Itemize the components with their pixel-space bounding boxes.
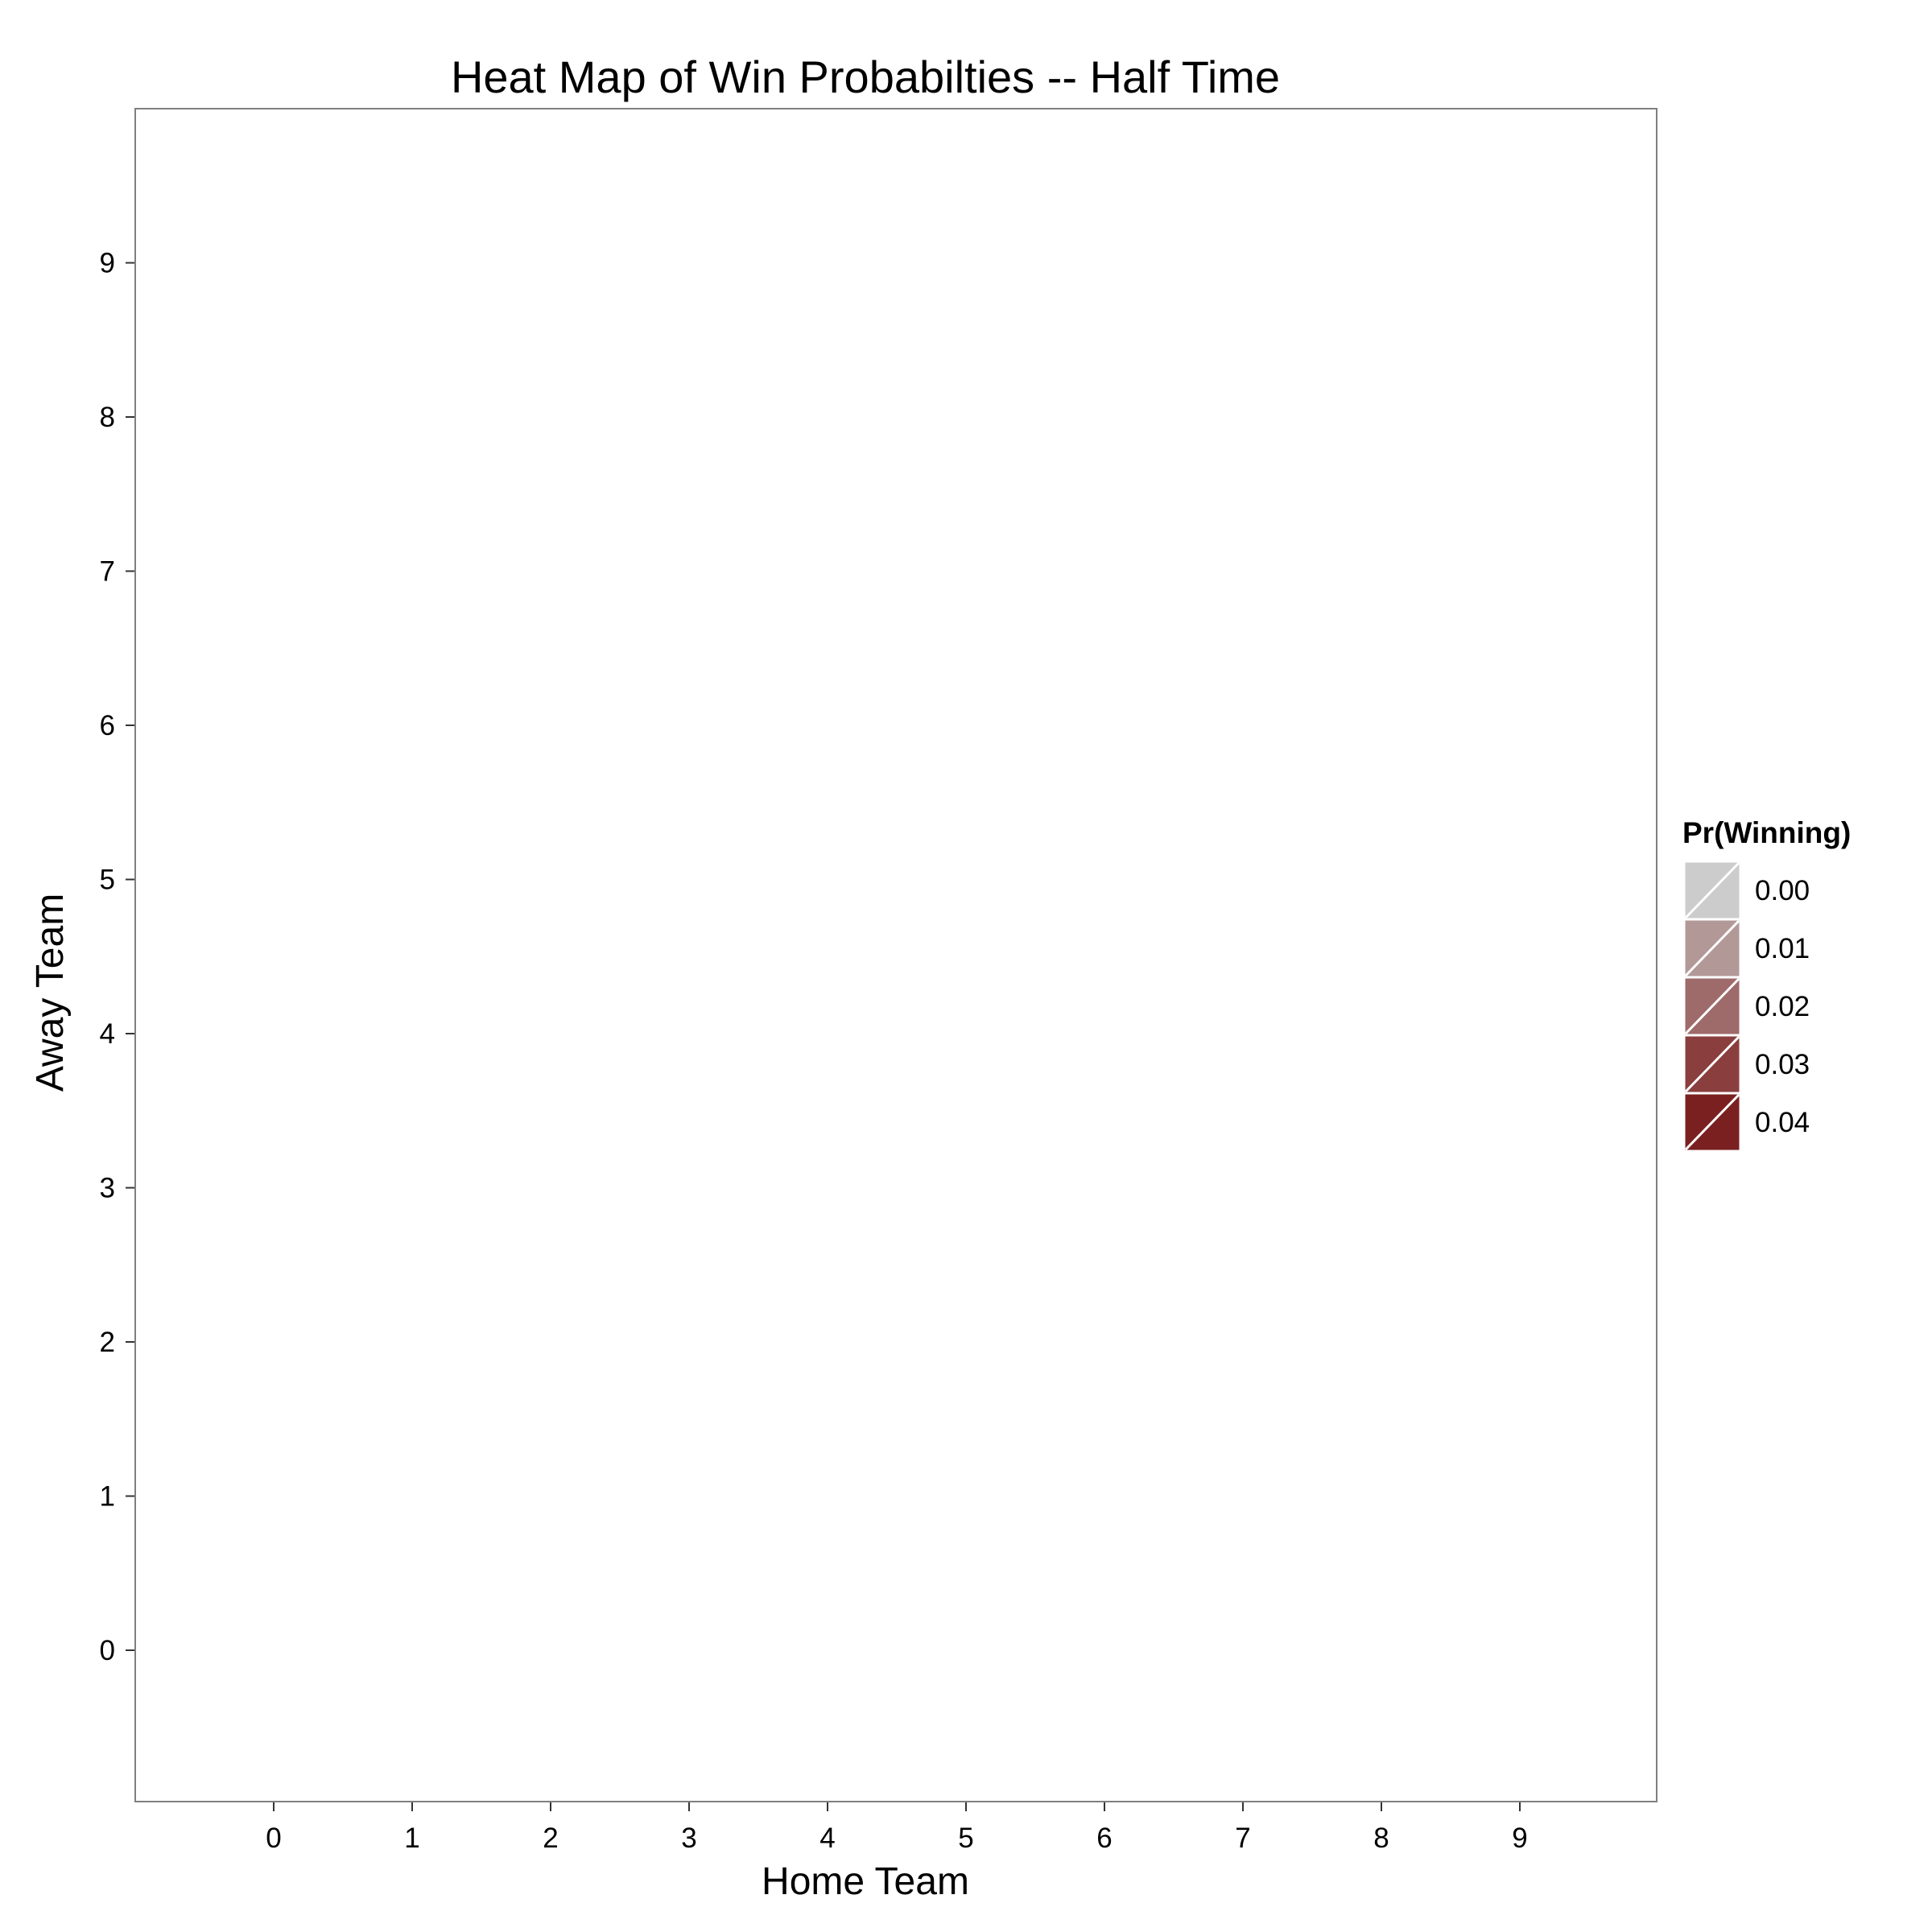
y-tick-label: 9 <box>100 248 115 279</box>
x-tick-label: 2 <box>543 1823 558 1854</box>
legend-key-slash <box>1684 919 1740 977</box>
y-tick-label: 2 <box>100 1327 115 1358</box>
chart-title: Heat Map of Win Probabilties -- Half Tim… <box>451 52 1280 102</box>
panel-background <box>135 109 1657 1802</box>
y-tick-label: 8 <box>100 402 115 433</box>
legend-key-slash <box>1684 1093 1740 1151</box>
y-tick-label: 0 <box>100 1635 115 1666</box>
legend-key-slash <box>1684 977 1740 1035</box>
legend-label: 0.04 <box>1755 1107 1810 1138</box>
x-tick-label: 8 <box>1373 1823 1389 1854</box>
x-tick-label: 3 <box>681 1823 696 1854</box>
x-tick-label: 7 <box>1235 1823 1250 1854</box>
y-tick-label: 4 <box>100 1018 115 1050</box>
y-tick-label: 6 <box>100 710 115 741</box>
axes: 0 1 2 3 4 5 6 7 8 9 0 1 2 3 4 5 6 7 8 9 <box>100 248 1528 1855</box>
x-tick-label: 0 <box>266 1823 281 1854</box>
x-tick-label: 1 <box>404 1823 419 1854</box>
y-tick-label: 5 <box>100 865 115 896</box>
legend-label: 0.01 <box>1755 933 1810 964</box>
legend-key-slash <box>1684 861 1740 919</box>
legend: Pr(Winning) 0.00 0.01 0.02 0.03 0.04 <box>1682 816 1851 1153</box>
plot-panel <box>134 108 1657 1802</box>
y-axis-title: Away Team <box>29 894 72 1092</box>
legend-key-slash <box>1684 1035 1740 1093</box>
legend-label: 0.03 <box>1755 1049 1810 1080</box>
x-tick-label: 9 <box>1512 1823 1527 1854</box>
y-tick-label: 1 <box>100 1481 115 1513</box>
legend-label: 0.00 <box>1755 875 1810 906</box>
legend-title: Pr(Winning) <box>1682 816 1851 849</box>
x-tick-label: 4 <box>819 1823 835 1854</box>
legend-label: 0.02 <box>1755 991 1810 1022</box>
y-tick-label: 3 <box>100 1173 115 1204</box>
panel-border <box>134 108 1657 1802</box>
y-tick-label: 7 <box>100 556 115 588</box>
x-tick-label: 6 <box>1096 1823 1112 1854</box>
x-axis-title: Home Team <box>762 1860 969 1903</box>
x-tick-label: 5 <box>958 1823 973 1854</box>
